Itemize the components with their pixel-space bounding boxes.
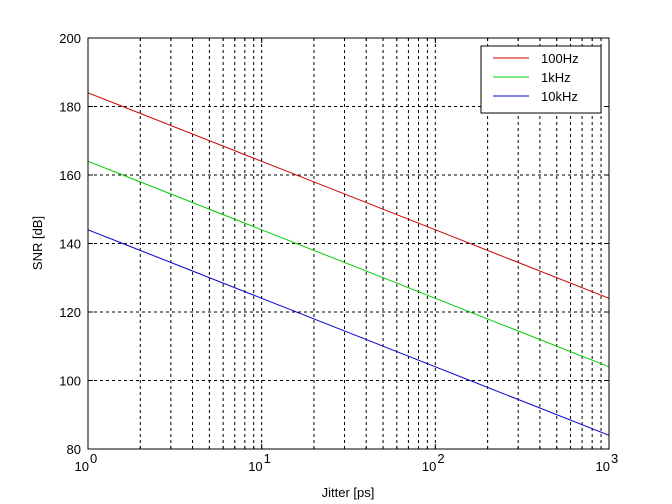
x-tick-label-exponent: 2 [437,451,444,466]
x-tick-label: 102 [422,451,445,474]
y-tick-labels: 80 100 120 140 160 180 200 [59,31,81,457]
y-tick-label: 140 [59,237,81,252]
legend-item-10khz: 10kHz [493,89,578,104]
legend-label: 1kHz [541,70,571,85]
x-axis-label: Jitter [ps] [322,485,375,500]
y-tick-label: 100 [59,374,81,389]
y-tick-label: 80 [67,442,81,457]
series-line-1khz [87,160,610,368]
legend-item-1khz: 1kHz [493,70,571,85]
y-tick-label: 160 [59,168,81,183]
x-tick-label: 101 [248,451,271,474]
grid [88,38,609,449]
series-line-10khz [87,229,610,436]
legend: 100Hz 1kHz 10kHz [480,45,602,114]
tick-marks [88,37,609,450]
x-tick-label-exponent: 1 [264,451,271,466]
y-tick-label: 120 [59,305,81,320]
legend-box [480,45,602,114]
legend-item-100hz: 100Hz [493,51,579,66]
x-tick-label: 100 [75,451,98,474]
x-tick-label-base: 10 [422,459,436,474]
series-lines [87,92,610,436]
y-tick-label: 180 [59,100,81,115]
x-tick-label-base: 10 [75,459,89,474]
y-axis-label: SNR [dB] [30,216,45,270]
legend-label: 10kHz [541,89,578,104]
x-tick-label: 103 [596,451,619,474]
y-tick-label: 200 [59,31,81,46]
x-tick-label-exponent: 3 [611,451,618,466]
x-tick-label-exponent: 0 [90,451,97,466]
x-tick-label-base: 10 [596,459,610,474]
series-line-100hz [87,92,610,299]
legend-label: 100Hz [541,51,579,66]
x-tick-label-base: 10 [248,459,262,474]
